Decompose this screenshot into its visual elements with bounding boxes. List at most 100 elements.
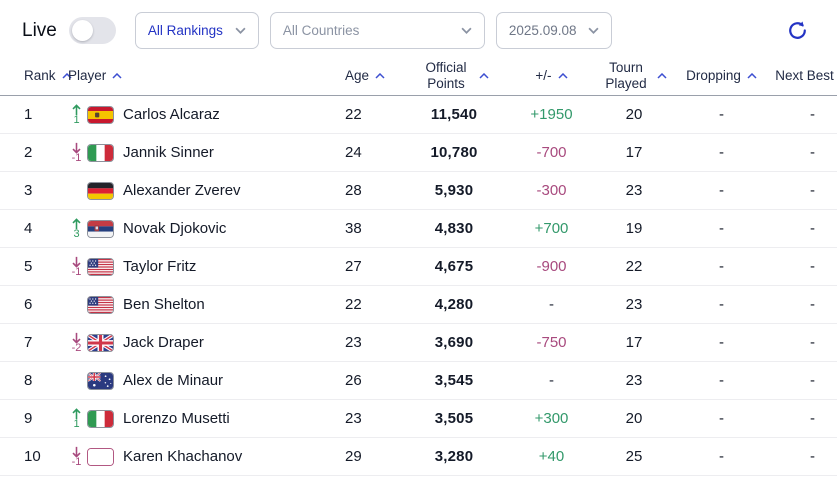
flag-icon-serbia — [87, 219, 114, 238]
official-points-cell: 5,930 — [434, 182, 474, 200]
flag-icon-italy — [87, 143, 114, 162]
player-name[interactable]: Ben Shelton — [123, 296, 205, 314]
rankings-dropdown[interactable]: All Rankings — [134, 12, 259, 49]
tournaments-played-cell: 17 — [625, 334, 643, 352]
sort-caret-icon — [558, 72, 568, 79]
player-cell[interactable]: -1 Taylor Fritz — [68, 256, 334, 278]
rank-movement-up-icon: 3 — [68, 217, 85, 240]
player-cell[interactable]: Ben Shelton — [68, 295, 334, 314]
player-name[interactable]: Carlos Alcaraz — [123, 106, 220, 124]
refresh-button[interactable] — [784, 17, 811, 44]
rank-cell: 2 — [24, 144, 33, 162]
age-cell: 28 — [345, 182, 362, 200]
player-cell[interactable]: -1 Karen Khachanov — [68, 446, 334, 468]
table-row[interactable]: 3 Alexander Zverev 28 5,930 -300 23 - - — [0, 172, 837, 211]
table-row[interactable]: 4 3 Novak Djokovic 38 4,830 +700 19 - - — [0, 210, 837, 249]
rank-cell: 10 — [24, 448, 41, 466]
column-header-label: Official Points — [425, 60, 467, 91]
column-header-delta[interactable]: +/- — [514, 68, 589, 83]
tournaments-played-cell: 22 — [625, 258, 643, 276]
tournaments-played-cell: 20 — [625, 106, 643, 124]
next-best-cell: - — [810, 448, 815, 466]
sort-caret-icon — [747, 72, 757, 79]
player-cell[interactable]: Alexander Zverev — [68, 181, 334, 200]
table-row[interactable]: 8 Alex de Minaur 26 3,545 - 23 - - — [0, 362, 837, 401]
player-name[interactable]: Jannik Sinner — [123, 144, 214, 162]
countries-dropdown-value: All Countries — [282, 23, 360, 38]
table-row[interactable]: 9 1 Lorenzo Musetti 23 3,505 +300 20 - - — [0, 400, 837, 439]
chevron-down-icon — [588, 27, 600, 34]
points-change-cell: -700 — [536, 144, 567, 162]
table-row[interactable]: 5 -1 Taylor Fritz 27 4,675 -900 22 - - — [0, 248, 837, 287]
dropping-cell: - — [719, 182, 724, 200]
player-cell[interactable]: 3 Novak Djokovic — [68, 217, 334, 240]
column-header-label: Dropping — [686, 68, 741, 84]
next-best-cell: - — [810, 258, 815, 276]
rank-movement-down-icon: -1 — [68, 256, 85, 278]
column-header-points[interactable]: Official Points — [394, 60, 514, 91]
player-name[interactable]: Novak Djokovic — [123, 220, 227, 238]
column-header-next_best[interactable]: Next Best — [764, 68, 837, 83]
flag-icon-spain — [87, 105, 114, 124]
points-change-cell: -750 — [536, 334, 567, 352]
sort-caret-icon — [657, 72, 667, 79]
age-cell: 22 — [345, 296, 362, 314]
player-cell[interactable]: -1 Jannik Sinner — [68, 142, 334, 164]
dropping-cell: - — [719, 144, 724, 162]
points-change-cell: - — [549, 372, 554, 390]
table-row[interactable]: 7 -2 Jack Draper 23 3,690 -750 17 - - — [0, 324, 837, 363]
table-row[interactable]: 2 -1 Jannik Sinner 24 10,780 -700 17 - - — [0, 134, 837, 173]
dropping-cell: - — [719, 448, 724, 466]
next-best-cell: - — [810, 296, 815, 314]
live-label: Live — [22, 19, 57, 41]
column-header-tourn[interactable]: Tourn Played — [589, 60, 679, 91]
column-header-player[interactable]: Player — [68, 68, 334, 83]
tournaments-played-cell: 23 — [625, 372, 643, 390]
age-cell: 29 — [345, 448, 362, 466]
rank-cell: 3 — [24, 182, 33, 200]
player-cell[interactable]: -2 Jack Draper — [68, 332, 334, 354]
live-toggle[interactable] — [68, 17, 116, 44]
rank-movement-value: -2 — [71, 341, 82, 354]
column-header-rank[interactable]: Rank — [24, 68, 72, 83]
player-cell[interactable]: 1 Carlos Alcaraz — [68, 103, 334, 126]
official-points-cell: 3,280 — [434, 448, 474, 466]
age-cell: 26 — [345, 372, 362, 390]
player-cell[interactable]: 1 Lorenzo Musetti — [68, 407, 334, 430]
rank-movement-value: -1 — [71, 455, 82, 468]
player-name[interactable]: Taylor Fritz — [123, 258, 197, 276]
rank-cell: 8 — [24, 372, 33, 390]
next-best-cell: - — [810, 334, 815, 352]
official-points-cell: 3,545 — [434, 372, 474, 390]
player-name[interactable]: Karen Khachanov — [123, 448, 243, 466]
table-row[interactable]: 6 Ben Shelton 22 4,280 - 23 - - — [0, 286, 837, 325]
flag-icon-usa — [87, 295, 114, 314]
next-best-cell: - — [810, 106, 815, 124]
flag-icon-neutral — [87, 447, 114, 466]
toggle-knob — [71, 20, 93, 41]
rank-cell: 1 — [24, 106, 33, 124]
rank-movement-down-icon: -2 — [68, 332, 85, 354]
player-name[interactable]: Alex de Minaur — [123, 372, 224, 390]
official-points-cell: 11,540 — [430, 106, 478, 124]
countries-dropdown[interactable]: All Countries — [269, 12, 485, 49]
player-name[interactable]: Lorenzo Musetti — [123, 410, 230, 428]
age-cell: 23 — [345, 334, 362, 352]
sort-caret-icon — [479, 72, 489, 79]
rank-cell: 6 — [24, 296, 33, 314]
table-header-row: Rank Player Age Official Points +/- Tourn Pla… — [0, 60, 837, 97]
column-header-age[interactable]: Age — [334, 68, 394, 83]
points-change-cell: - — [549, 296, 554, 314]
player-name[interactable]: Jack Draper — [123, 334, 204, 352]
table-row[interactable]: 10 -1 Karen Khachanov 29 3,280 +40 25 - - — [0, 438, 837, 477]
next-best-cell: - — [810, 410, 815, 428]
next-best-cell: - — [810, 182, 815, 200]
table-row[interactable]: 1 1 Carlos Alcaraz 22 11,540 +1950 20 - - — [0, 96, 837, 135]
column-header-dropping[interactable]: Dropping — [679, 68, 764, 83]
player-cell[interactable]: Alex de Minaur — [68, 371, 334, 390]
player-name[interactable]: Alexander Zverev — [123, 182, 241, 200]
date-dropdown[interactable]: 2025.09.08 — [495, 12, 613, 49]
points-change-cell: +40 — [538, 448, 565, 466]
dropping-cell: - — [719, 372, 724, 390]
rank-movement-value: 1 — [73, 113, 80, 126]
